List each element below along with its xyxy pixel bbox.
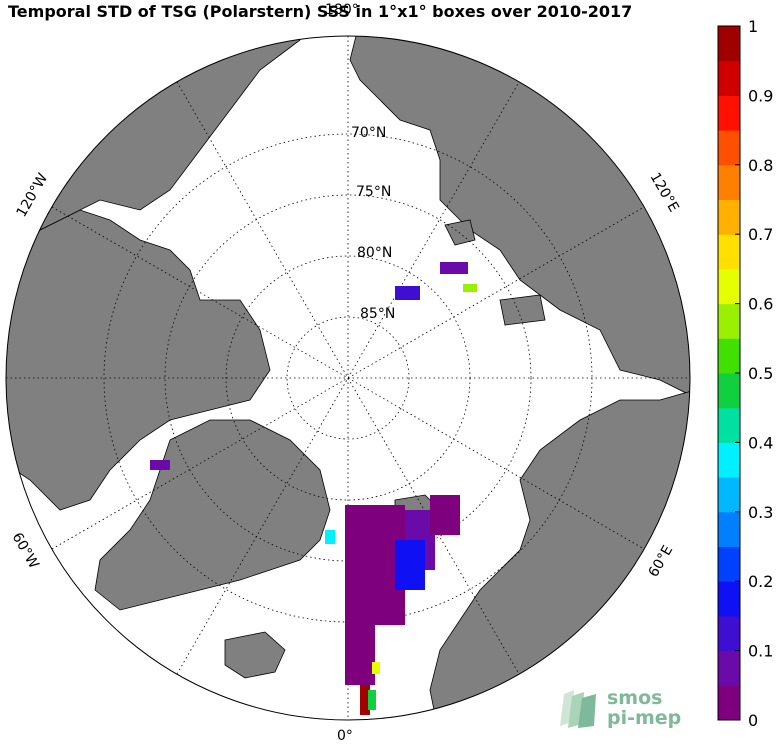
data-box xyxy=(372,662,380,674)
logo-text: smos pi-mep xyxy=(607,688,681,728)
colorbar-tick-label: 0.5 xyxy=(748,364,773,383)
colorbar-segment xyxy=(718,442,740,478)
colorbar-ticks: 0 0.1 0.2 0.3 0.4 0.5 0.6 0.7 0.8 0.9 1 xyxy=(735,17,773,730)
colorbar-tick-label: 1 xyxy=(748,17,758,36)
lon-label-60w: 60°W xyxy=(9,530,42,572)
logo-line1: smos xyxy=(607,687,663,709)
land-layer xyxy=(6,36,690,720)
lon-label-120e: 120°E xyxy=(647,170,682,215)
colorbar-segment xyxy=(718,685,740,721)
colorbar-segment xyxy=(718,95,740,131)
land-canada xyxy=(6,209,271,511)
colorbar-tick-label: 0.3 xyxy=(748,503,773,522)
lat-label-70: 70°N xyxy=(351,125,386,141)
colorbar-segment xyxy=(718,234,740,270)
lon-label-60e: 60°E xyxy=(646,543,677,580)
colorbar-segment xyxy=(718,477,740,513)
colorbar-tick-label: 0.1 xyxy=(748,642,773,661)
colorbar-segment xyxy=(718,26,740,62)
colorbar-segment xyxy=(718,164,740,200)
land-islands xyxy=(444,219,546,326)
colorbar-segment xyxy=(718,407,740,443)
lat-label-85: 85°N xyxy=(360,306,395,322)
colorbar-segment xyxy=(718,130,740,166)
colorbar-tick-label: 0.8 xyxy=(748,156,773,175)
data-boxes xyxy=(150,262,477,715)
data-box xyxy=(395,286,420,300)
data-box xyxy=(325,530,335,544)
colorbar-tick-label: 0.7 xyxy=(748,225,773,244)
colorbar-segment xyxy=(718,615,740,652)
data-box xyxy=(360,685,370,715)
colorbar-segment xyxy=(718,546,740,582)
lon-label-120w: 120°W xyxy=(14,171,52,220)
colorbar-segment xyxy=(718,60,740,96)
colorbar-segment xyxy=(718,268,740,305)
colorbar-segment xyxy=(718,581,740,617)
smos-logo-icon xyxy=(560,690,596,728)
colorbar-tick-label: 0.4 xyxy=(748,433,773,452)
colorbar-tick-label: 0 xyxy=(748,711,758,730)
data-box xyxy=(345,625,375,685)
land-greenland xyxy=(94,419,331,611)
map-border xyxy=(5,35,691,721)
land-iceland xyxy=(224,631,286,679)
logo-line2: pi-mep xyxy=(607,707,682,729)
data-box xyxy=(395,540,425,590)
lat-label-75: 75°N xyxy=(356,184,391,200)
data-box xyxy=(368,690,376,710)
lon-label-0: 0° xyxy=(337,728,353,744)
lon-label-180: 180° xyxy=(325,2,359,18)
colorbar-segment xyxy=(718,199,740,235)
data-box xyxy=(440,262,468,274)
colorbar-segment xyxy=(718,511,740,547)
map-title: Temporal STD of TSG (Polarstern) SSS in … xyxy=(8,2,633,21)
colorbar-tick-label: 0.6 xyxy=(748,295,773,314)
colorbar-segment xyxy=(718,303,740,339)
colorbar-tick-label: 0.9 xyxy=(748,86,773,105)
colorbar-tick-label: 0.2 xyxy=(748,572,773,591)
colorbar xyxy=(718,26,740,721)
data-box xyxy=(430,495,460,535)
colorbar-segment xyxy=(718,338,740,374)
meridians xyxy=(6,36,690,720)
colorbar-segment xyxy=(718,373,740,409)
lat-label-80: 80°N xyxy=(357,245,392,261)
data-box xyxy=(463,284,477,292)
colorbar-segment xyxy=(718,650,740,686)
data-box xyxy=(150,460,170,470)
